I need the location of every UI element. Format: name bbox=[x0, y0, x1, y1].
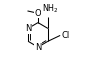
Text: O: O bbox=[35, 9, 41, 18]
Text: NH$_2$: NH$_2$ bbox=[42, 3, 59, 15]
Text: N: N bbox=[25, 24, 31, 33]
Text: Cl: Cl bbox=[61, 31, 70, 40]
Text: N: N bbox=[35, 43, 41, 52]
